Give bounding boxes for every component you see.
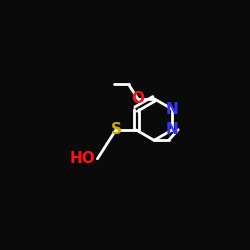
Text: N: N (166, 102, 178, 116)
Text: HO: HO (70, 151, 96, 166)
Text: O: O (131, 91, 144, 106)
Text: S: S (110, 122, 122, 138)
Text: N: N (166, 122, 178, 138)
